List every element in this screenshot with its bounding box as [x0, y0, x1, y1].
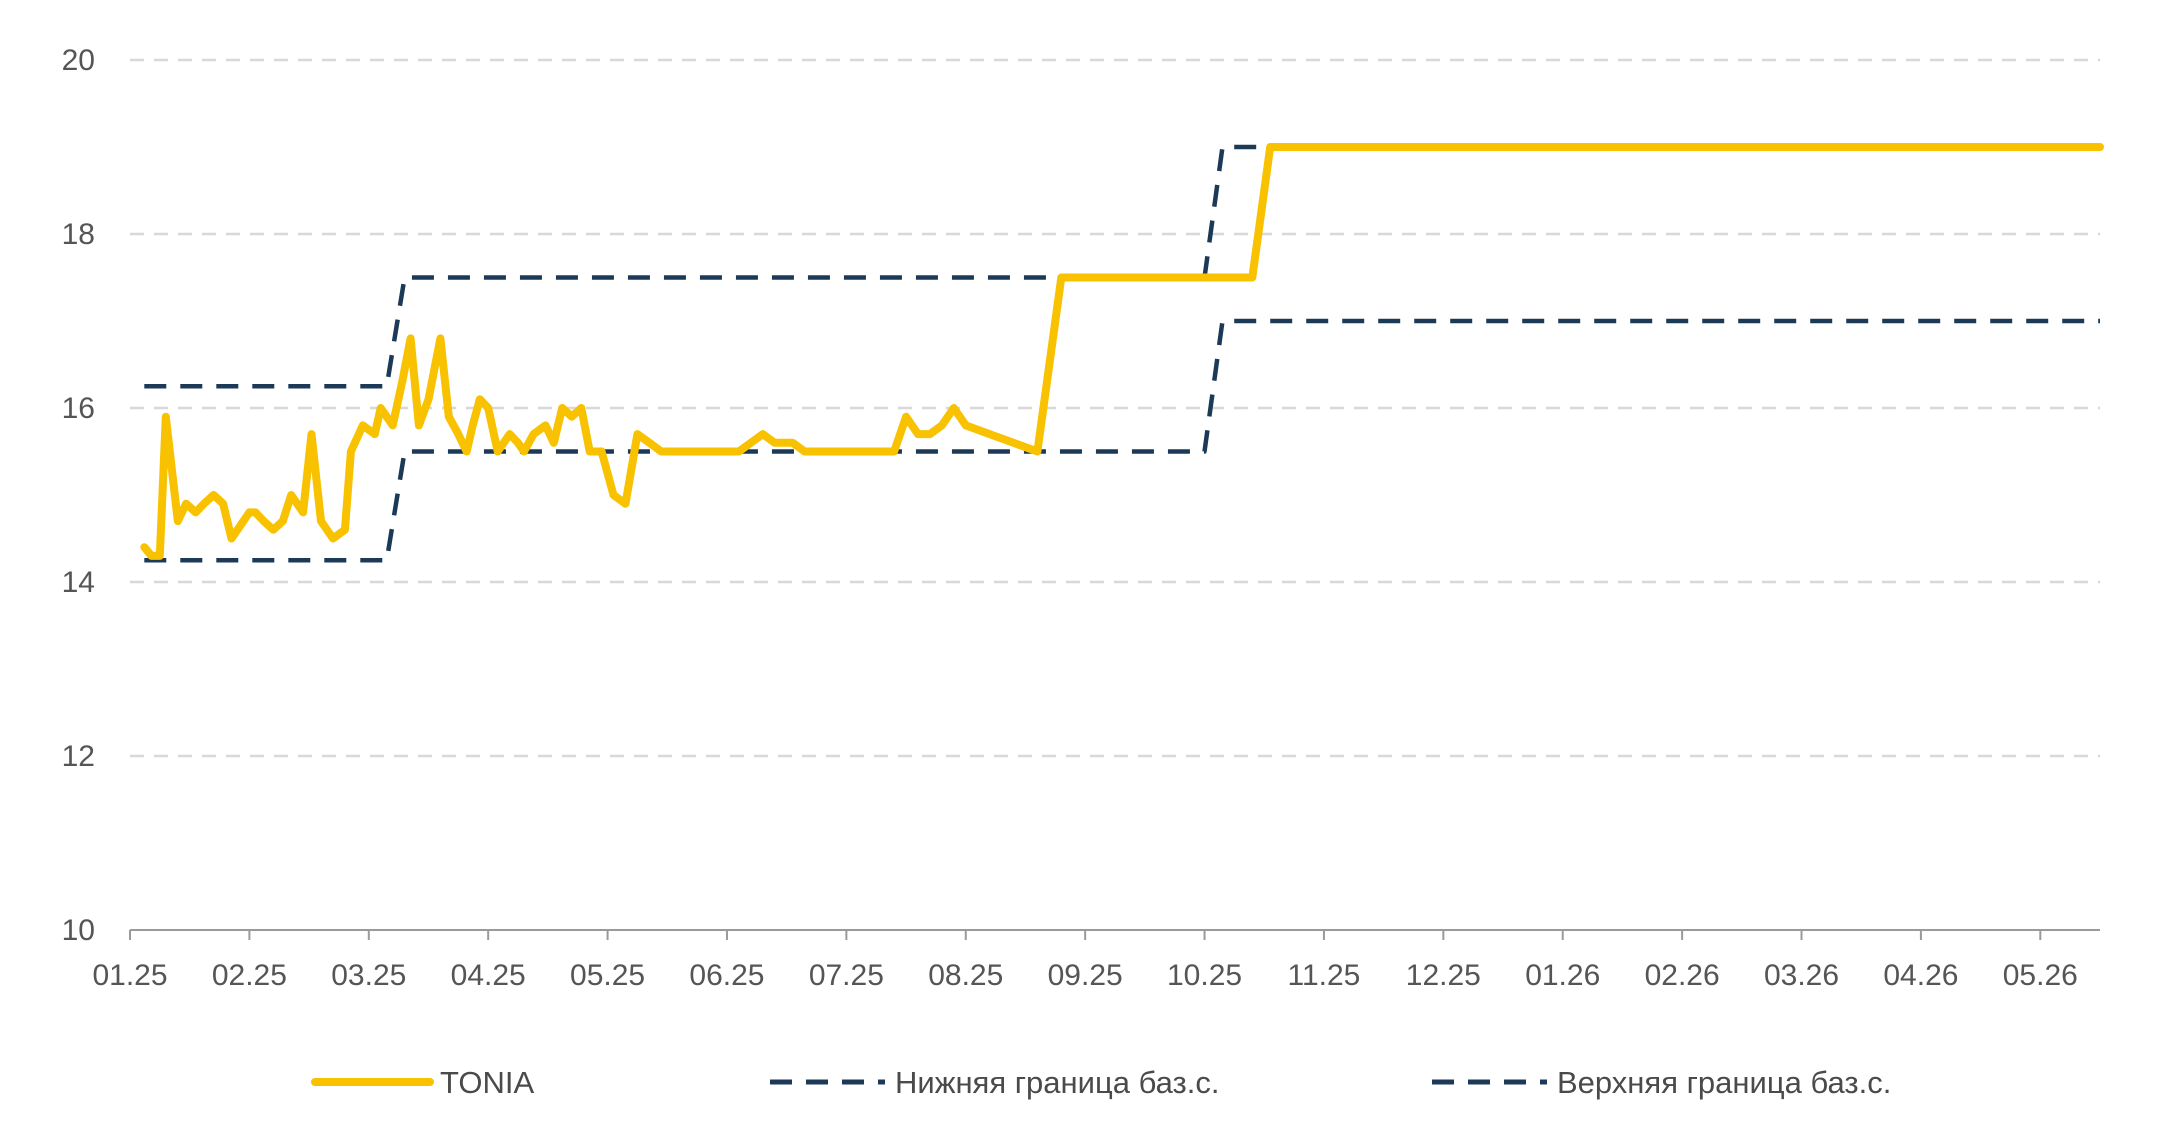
- gridlines: [130, 58, 2100, 758]
- x-tick-label: 01.26: [1525, 959, 1600, 992]
- x-tick-label: 09.25: [1048, 959, 1123, 992]
- x-tick-label: 01.25: [92, 959, 167, 992]
- x-tick-label: 08.25: [928, 959, 1003, 992]
- y-tick-label: 20: [62, 44, 95, 77]
- x-tick-label: 05.25: [570, 959, 645, 992]
- y-tick-label: 14: [62, 566, 95, 599]
- x-tick-label: 02.25: [212, 959, 287, 992]
- x-tick-label: 12.25: [1406, 959, 1481, 992]
- series-line-0: [140, 143, 2104, 560]
- legend: TONIA Нижняя граница баз.с. Верхняя границ…: [311, 1065, 1891, 1100]
- x-tick-label: 06.25: [689, 959, 764, 992]
- x-tick-label: 04.25: [451, 959, 526, 992]
- y-tick-label: 10: [62, 914, 95, 947]
- x-tick-label: 04.26: [1883, 959, 1958, 992]
- x-tick-label: 03.26: [1764, 959, 1839, 992]
- y-tick-label: 12: [62, 740, 95, 773]
- series: [140, 143, 2104, 563]
- legend-label: Верхняя граница баз.с.: [1557, 1065, 1891, 1100]
- y-tick-label: 18: [62, 218, 95, 251]
- x-tick-label: 02.26: [1645, 959, 1720, 992]
- x-tick-label: 10.25: [1167, 959, 1242, 992]
- x-axis-ticks: 01.25 02.25 03.25 04.25 05.25 06.25 07.25 08.25…: [92, 930, 2078, 992]
- x-tick-label: 03.25: [331, 959, 406, 992]
- y-tick-label: 16: [62, 392, 95, 425]
- x-tick-label: 11.25: [1288, 959, 1361, 992]
- x-tick-label: 05.26: [2003, 959, 2078, 992]
- y-axis-ticks: 10 12 14 16 18 20: [62, 44, 95, 947]
- legend-label: TONIA: [440, 1065, 534, 1100]
- x-tick-label: 07.25: [809, 959, 884, 992]
- legend-label: Нижняя граница баз.с.: [895, 1065, 1219, 1100]
